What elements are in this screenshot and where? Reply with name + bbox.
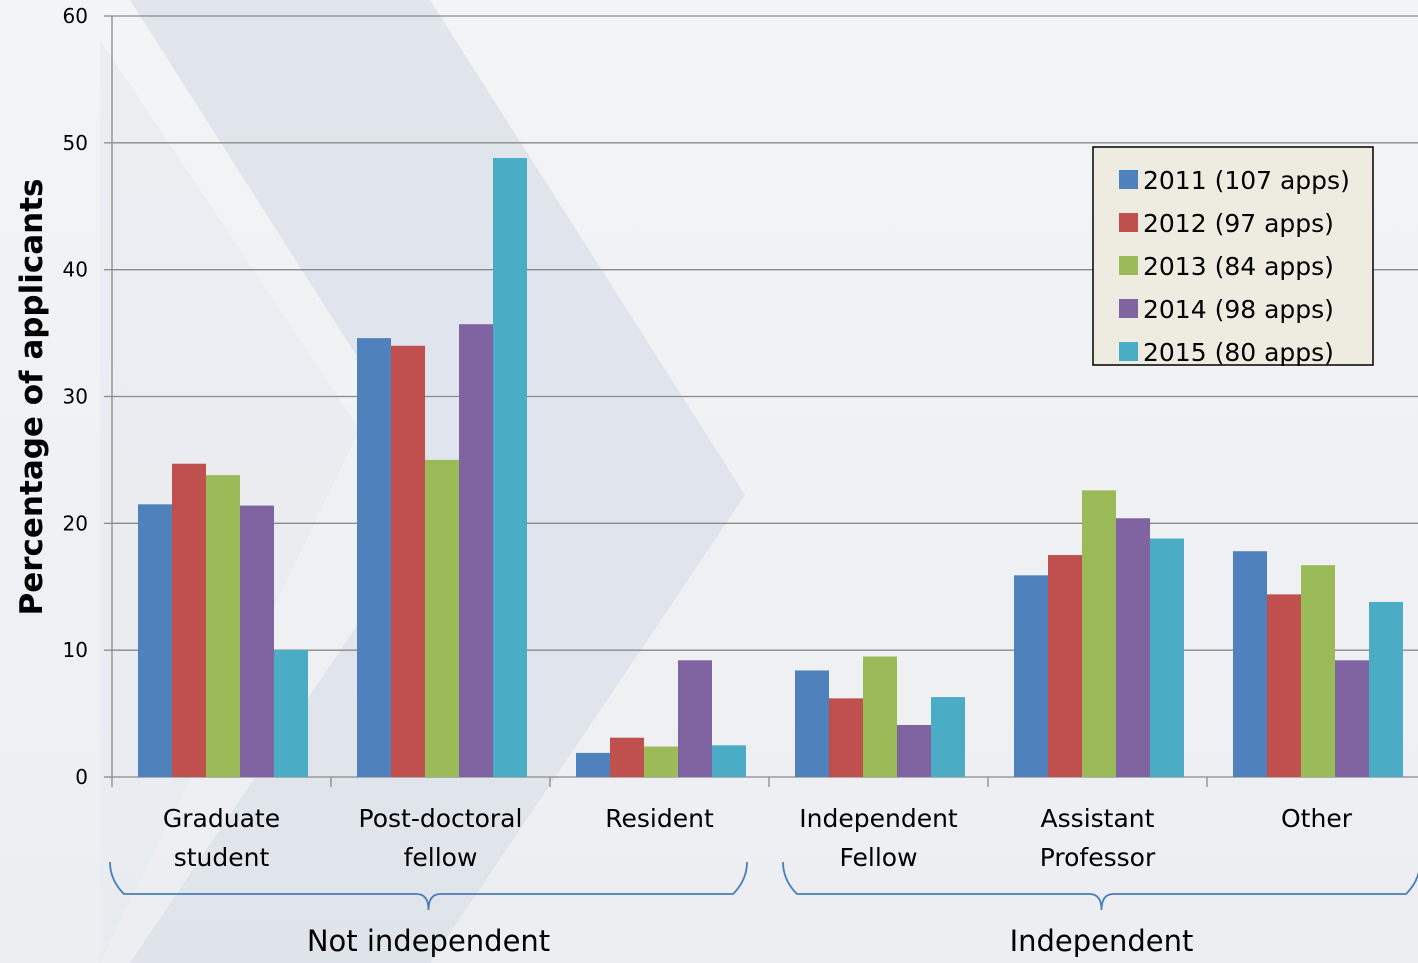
x-tick-label-line: Post-doctoral bbox=[359, 804, 523, 833]
x-tick-label-line: fellow bbox=[404, 843, 478, 872]
x-tick-label: Other bbox=[1281, 804, 1353, 833]
bar bbox=[1014, 575, 1048, 777]
group-brace bbox=[782, 861, 1418, 911]
group-label: Not independent bbox=[307, 924, 550, 958]
legend-entry: 2012 (97 apps) bbox=[1143, 209, 1334, 238]
legend-swatch bbox=[1119, 170, 1138, 189]
bar bbox=[829, 698, 863, 777]
y-axis-label: Percentage of applicants bbox=[14, 178, 50, 615]
legend-entry: 2014 (98 apps) bbox=[1143, 295, 1334, 324]
x-tick-label-line: student bbox=[174, 843, 270, 872]
x-tick-label: Resident bbox=[605, 804, 714, 833]
bar bbox=[172, 463, 206, 777]
bar bbox=[644, 746, 678, 777]
bar bbox=[493, 158, 527, 777]
bar bbox=[1116, 518, 1150, 777]
bar bbox=[1267, 594, 1301, 777]
bar bbox=[274, 650, 308, 777]
legend-swatch bbox=[1119, 256, 1138, 275]
group-label: Independent bbox=[1010, 924, 1194, 958]
bar bbox=[678, 660, 712, 777]
y-tick-label: 10 bbox=[63, 638, 88, 662]
bar bbox=[459, 324, 493, 777]
group-brace bbox=[109, 861, 748, 911]
y-tick-label: 60 bbox=[63, 4, 88, 28]
y-tick-label: 40 bbox=[63, 258, 88, 282]
x-tick-label-line: Other bbox=[1281, 804, 1353, 833]
y-tick-label: 50 bbox=[63, 131, 88, 155]
axes bbox=[104, 15, 1418, 787]
bar bbox=[138, 504, 172, 777]
x-tick-label-line: Assistant bbox=[1041, 804, 1155, 833]
bar bbox=[1233, 551, 1267, 777]
bar bbox=[206, 475, 240, 777]
bar bbox=[795, 670, 829, 777]
bar bbox=[863, 656, 897, 777]
bar bbox=[897, 724, 931, 777]
y-tick-label: 0 bbox=[75, 765, 88, 789]
x-tick-label: Assistant Professor bbox=[1040, 804, 1156, 872]
legend-swatch bbox=[1119, 213, 1138, 232]
x-tick-label: Post-doctoral fellow bbox=[359, 804, 523, 872]
legend-box bbox=[1092, 146, 1374, 366]
bars bbox=[138, 158, 1403, 777]
x-tick-label-line: Fellow bbox=[839, 843, 917, 872]
legend: 2011 (107 apps) 2012 (97 apps) 2013 (84 ap… bbox=[1092, 146, 1374, 367]
legend-entry: 2011 (107 apps) bbox=[1143, 166, 1350, 195]
y-tick-label: 20 bbox=[63, 511, 88, 535]
bar bbox=[425, 459, 459, 777]
bar bbox=[931, 697, 965, 777]
bar bbox=[610, 737, 644, 777]
y-tick-label: 30 bbox=[63, 385, 88, 409]
x-tick-label: Graduate student bbox=[163, 804, 280, 872]
x-tick-label: Independent Fellow bbox=[799, 804, 958, 872]
legend-swatch bbox=[1119, 342, 1138, 361]
gridlines bbox=[112, 15, 1418, 651]
bar bbox=[240, 505, 274, 777]
bar bbox=[1369, 601, 1403, 777]
legend-entry: 2015 (80 apps) bbox=[1143, 338, 1334, 367]
x-tick-label-line: Professor bbox=[1040, 843, 1156, 872]
bar bbox=[712, 745, 746, 777]
bar bbox=[1150, 538, 1184, 777]
bar bbox=[1082, 490, 1116, 777]
legend-swatch bbox=[1119, 299, 1138, 318]
bar bbox=[1301, 565, 1335, 777]
bar bbox=[391, 345, 425, 777]
legend-entry: 2013 (84 apps) bbox=[1143, 252, 1334, 281]
x-tick-label-line: Graduate bbox=[163, 804, 280, 833]
bar bbox=[1335, 660, 1369, 777]
x-tick-label-line: Resident bbox=[605, 804, 714, 833]
bar bbox=[357, 338, 391, 777]
group-braces: Not independent Independent bbox=[109, 861, 1418, 958]
axis-labels: 0 10 20 30 40 50 60 Graduate student Post-doctora… bbox=[63, 4, 1353, 872]
x-tick-label-line: Independent bbox=[799, 804, 958, 833]
bar bbox=[576, 752, 610, 777]
bar bbox=[1048, 555, 1082, 777]
